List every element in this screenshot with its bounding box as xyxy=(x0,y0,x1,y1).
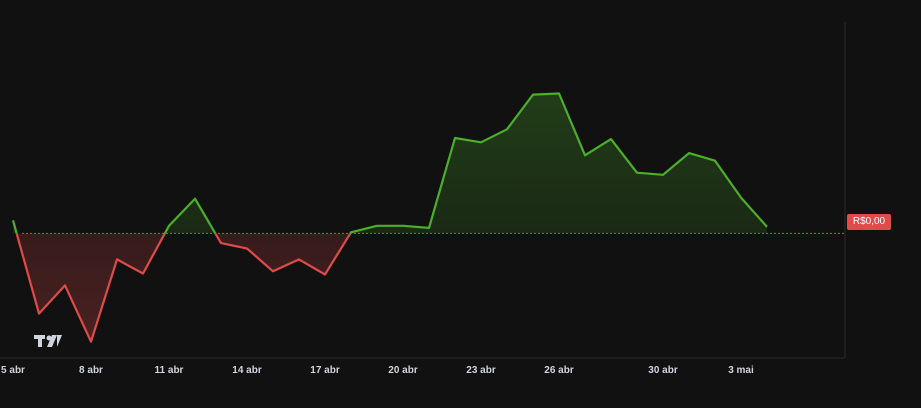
data-point-0[interactable] xyxy=(11,218,15,222)
series-line-negative xyxy=(15,233,352,343)
x-tick-label: 14 abr xyxy=(232,365,262,376)
data-point-8[interactable] xyxy=(219,241,223,245)
data-point-22[interactable] xyxy=(583,153,587,157)
x-tick-label: 23 abr xyxy=(466,365,496,376)
data-point-5[interactable] xyxy=(141,272,145,276)
data-point-1[interactable] xyxy=(37,312,41,316)
positive-area-fill xyxy=(13,93,767,234)
data-point-20[interactable] xyxy=(531,93,535,97)
data-point-2[interactable] xyxy=(63,283,67,287)
data-point-6[interactable] xyxy=(167,224,171,228)
data-point-27[interactable] xyxy=(713,159,717,163)
data-point-17[interactable] xyxy=(453,136,457,140)
data-point-9[interactable] xyxy=(245,247,249,251)
data-point-29[interactable] xyxy=(765,225,769,229)
data-point-28[interactable] xyxy=(739,196,743,200)
data-point-10[interactable] xyxy=(271,269,275,273)
data-point-16[interactable] xyxy=(427,226,431,230)
data-point-26[interactable] xyxy=(687,151,691,155)
data-point-15[interactable] xyxy=(401,224,405,228)
x-tick-label: 5 abr xyxy=(1,365,25,376)
current-value-badge: R$0,00 xyxy=(847,214,891,230)
data-point-11[interactable] xyxy=(297,257,301,261)
data-point-7[interactable] xyxy=(193,197,197,201)
x-tick-label: 3 mai xyxy=(728,365,754,376)
data-point-4[interactable] xyxy=(115,257,119,261)
data-point-3[interactable] xyxy=(89,340,93,344)
x-tick-label: 30 abr xyxy=(648,365,678,376)
x-tick-label: 8 abr xyxy=(79,365,103,376)
data-point-21[interactable] xyxy=(557,92,561,96)
data-point-18[interactable] xyxy=(479,140,483,144)
x-tick-label: 20 abr xyxy=(388,365,418,376)
tradingview-logo[interactable] xyxy=(34,333,62,349)
data-point-25[interactable] xyxy=(661,173,665,177)
x-tick-label: 17 abr xyxy=(310,365,340,376)
data-point-23[interactable] xyxy=(609,137,613,141)
data-point-19[interactable] xyxy=(505,127,509,131)
data-point-14[interactable] xyxy=(375,224,379,228)
series-line-positive xyxy=(11,92,768,234)
x-tick-label: 11 abr xyxy=(155,365,184,376)
data-point-24[interactable] xyxy=(635,171,639,175)
x-tick-label: 26 abr xyxy=(544,365,574,376)
data-point-12[interactable] xyxy=(323,273,327,277)
negative-area-fill xyxy=(13,233,767,342)
